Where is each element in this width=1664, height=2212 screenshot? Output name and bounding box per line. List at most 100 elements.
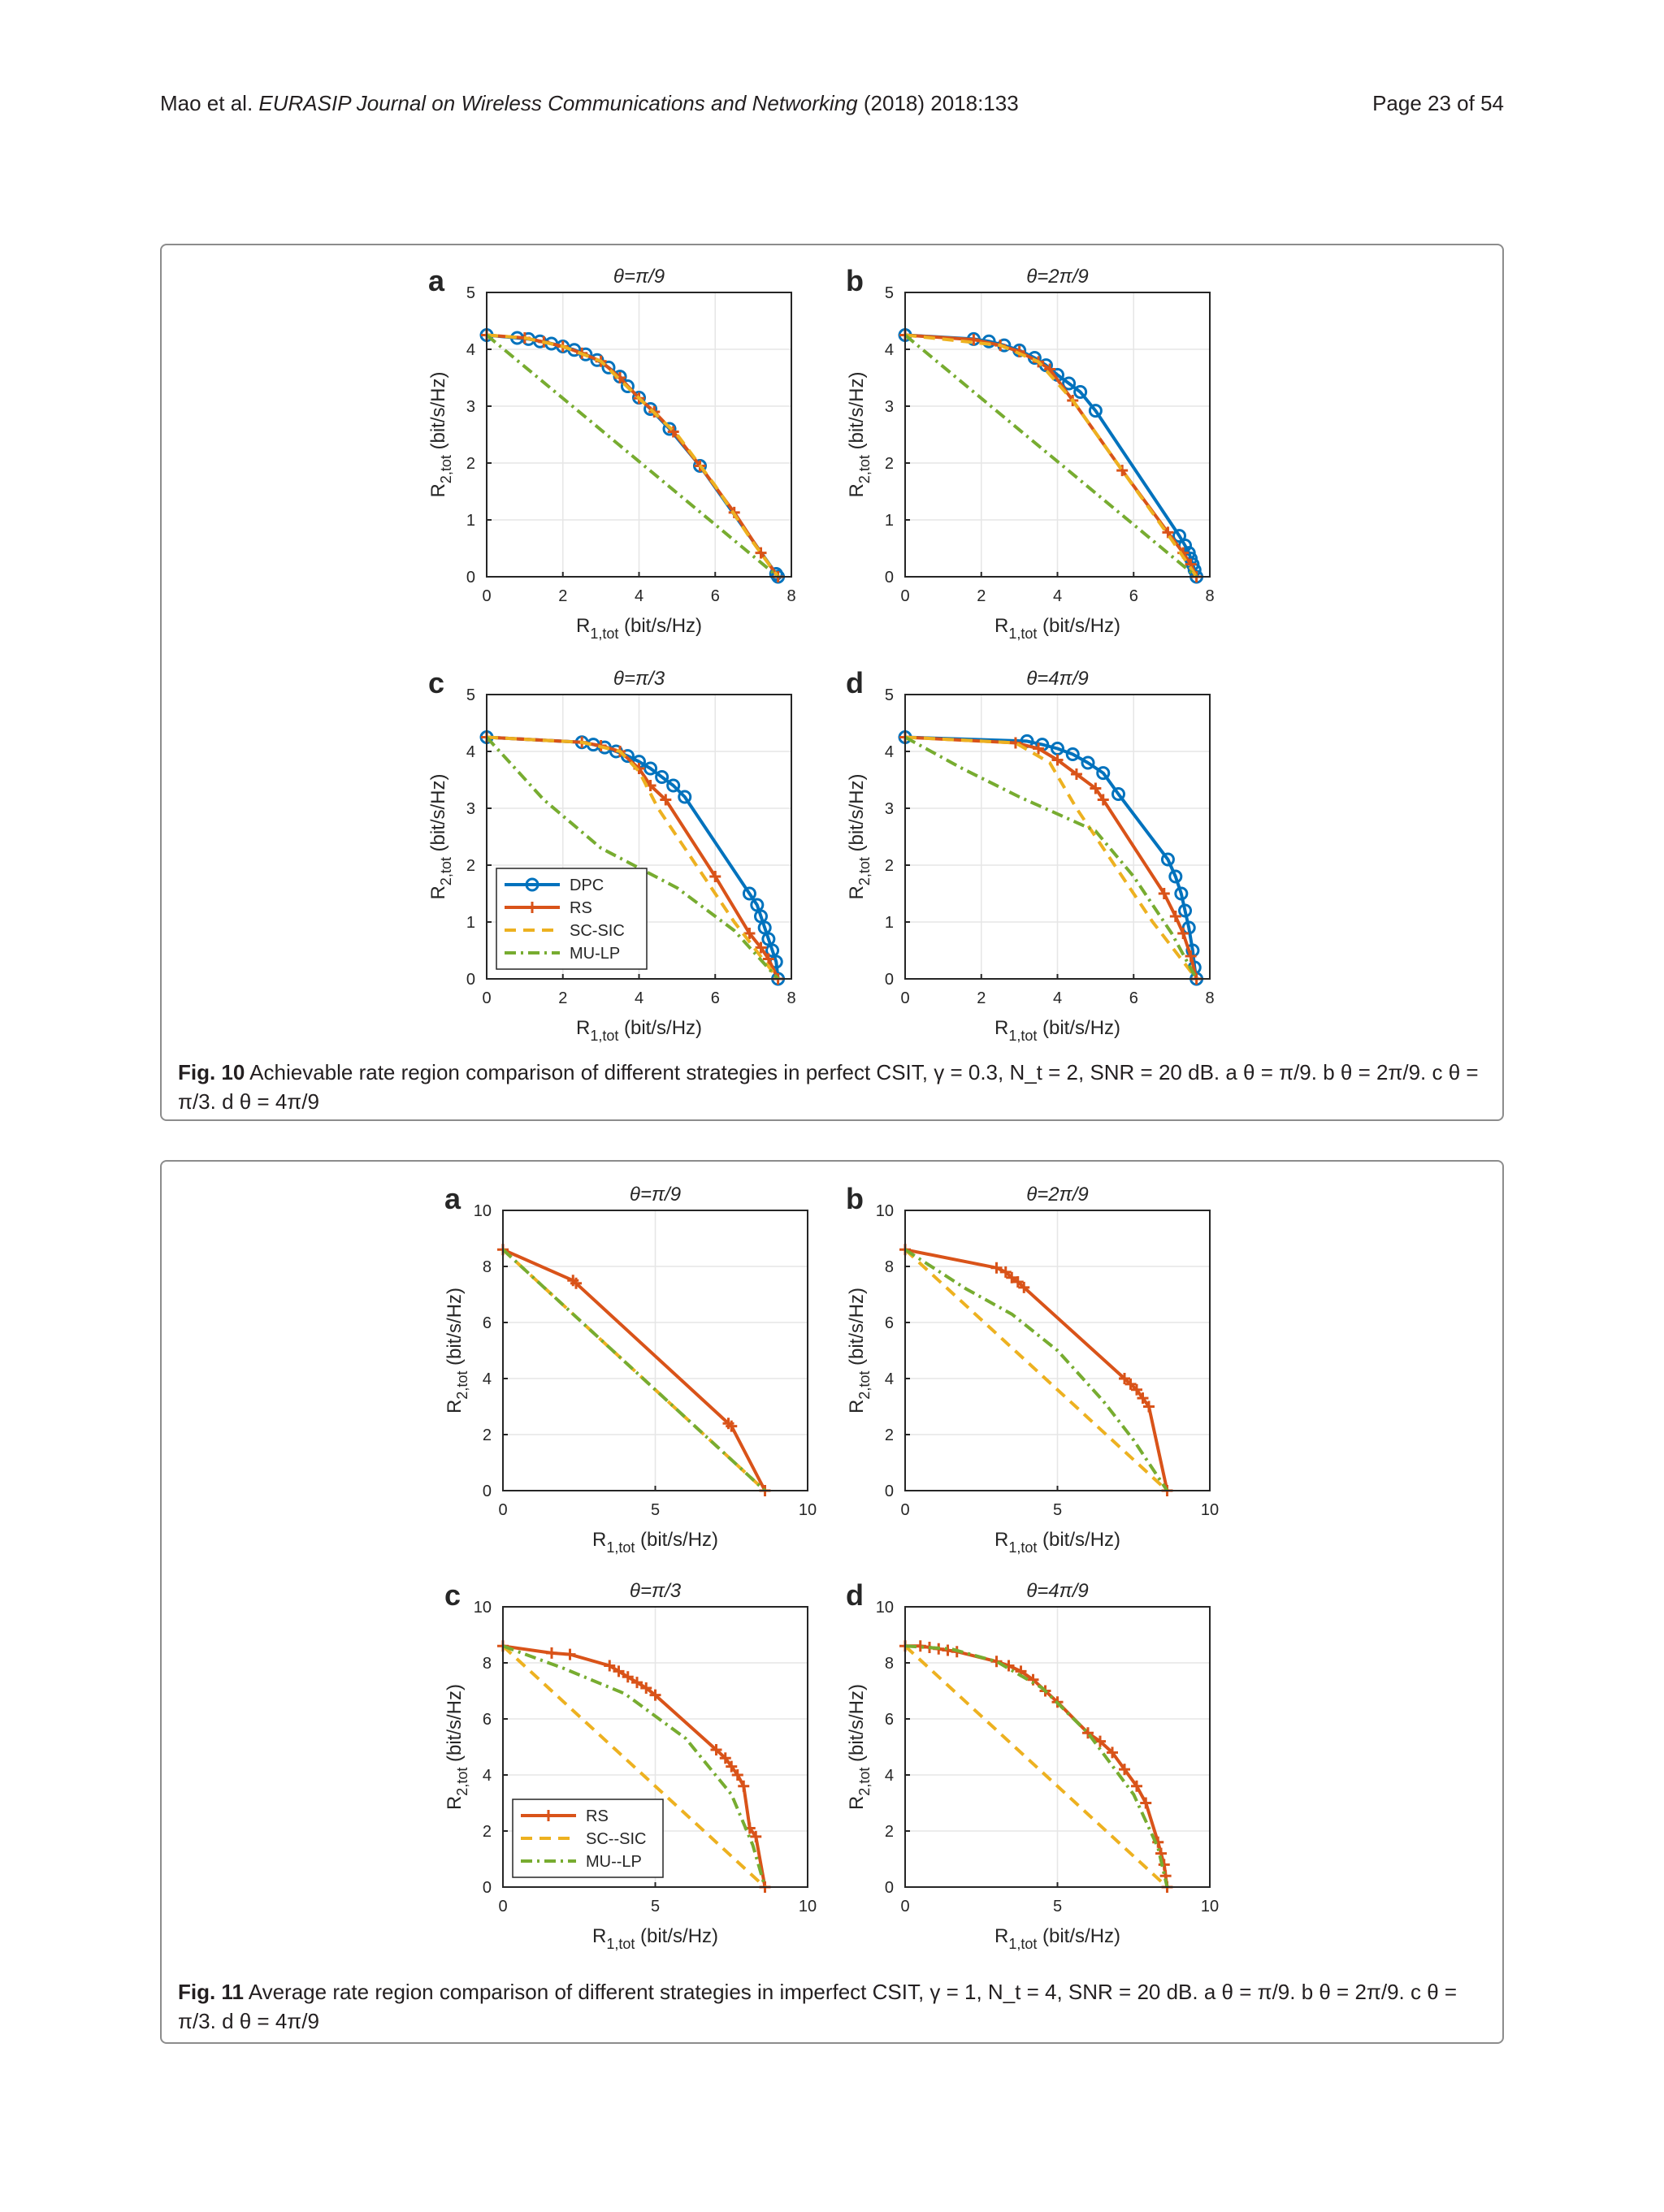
panel-letter: b [846,264,864,297]
chart-panel-fig11-c: 0 5 10 0 2 4 6 8 10 θ=π/3 c R1,tot (bit/s/Hz) R2,tot… [444,1578,817,1952]
series-line-mu-lp [904,333,1198,578]
tick-label-y: 0 [885,569,894,587]
tick-label-x: 0 [482,989,491,1007]
tick-label-x: 8 [786,587,795,605]
chart-legend: RS SC--SIC MU--LP [512,1799,664,1878]
chart-title: θ=4π/9 [1026,668,1088,690]
series-line-mu-lp [904,1644,1169,1888]
legend-entry-label: RS [586,1807,609,1825]
data-point-rs [1009,737,1021,749]
data-point-rs [1107,1747,1118,1759]
figure-10-caption-label: Fig. 10 [178,1060,245,1084]
series-line-mu-lp [485,333,779,578]
data-point-rs [1094,1735,1106,1747]
tick-label-x: 8 [1205,989,1214,1007]
tick-label-x: 5 [651,1898,660,1915]
data-point-rs [755,547,767,559]
data-point-dpc [1062,376,1077,391]
chart-panel-fig11-a: 0 5 10 0 2 4 6 8 10 θ=π/9 a R1,tot (bit/s/Hz) R2,tot… [444,1182,817,1556]
tick-label-y: 8 [885,1655,894,1673]
x-axis-label: R1,tot (bit/s/Hz) [576,1017,702,1044]
tick-label-y: 4 [885,1370,894,1388]
tick-label-y: 8 [483,1655,492,1673]
data-point-rs [1162,526,1174,539]
panel-letter: b [846,1182,864,1215]
figure-11-box: 0 5 10 0 2 4 6 8 10 θ=π/9 a R1,tot (bit/s/Hz) R2,tot… [160,1160,1504,2044]
tick-label-x: 0 [900,587,909,605]
tick-label-x: 10 [799,1501,817,1519]
y-axis-label: R2,tot (bit/s/Hz) [846,371,873,497]
tick-label-y: 8 [483,1258,492,1276]
figure-10-caption-text: Achievable rate region comparison of dif… [178,1060,1479,1114]
chart-panel-fig11-b: 0 5 10 0 2 4 6 8 10 θ=2π/9 b R1,tot (bit/s/Hz) R2,to… [846,1182,1219,1556]
data-point-rs [1097,794,1109,806]
chart-panel-fig11-d: 0 5 10 0 2 4 6 8 10 θ=4π/9 d R1,tot (bit/s/Hz) R2,to… [846,1578,1219,1952]
tick-label-x: 2 [558,587,567,605]
chart-title: θ=π/3 [630,1580,682,1602]
data-point-rs [564,1648,576,1660]
data-point-rs [1119,1764,1130,1776]
figure-11-plots: 0 5 10 0 2 4 6 8 10 θ=π/9 a R1,tot (bit/s/Hz) R2,tot… [444,1182,1219,1952]
tick-label-y: 5 [466,284,475,302]
legend-entry-label: SC--SIC [586,1830,646,1848]
data-point-rs [640,1682,652,1695]
header-page-number: Page 23 of 54 [1372,91,1504,115]
tick-label-y: 0 [885,1483,894,1500]
series-line-sc-sic [904,735,1198,980]
data-point-dpc [742,886,756,901]
legend-box [512,1799,664,1878]
tick-label-x: 4 [635,587,644,605]
y-axis-label: R2,tot (bit/s/Hz) [846,1288,873,1413]
x-axis-label: R1,tot (bit/s/Hz) [994,1017,1120,1044]
figure-10-plots: 0 2 4 6 8 0 1 2 3 4 5 θ=π/9 a R1,tot (bit/s/Hz) R2,tot… [427,264,1215,1044]
data-point-rs [649,1689,661,1701]
data-point-rs [1012,1275,1024,1288]
tick-label-y: 2 [483,1823,492,1841]
tick-label-x: 5 [1053,1898,1062,1915]
data-point-dpc [1172,529,1186,543]
tick-label-x: 0 [900,1501,909,1519]
data-point-rs [1119,1373,1130,1384]
data-point-dpc [1088,404,1103,418]
tick-label-y: 6 [885,1711,894,1729]
header-journal: EURASIP Journal on Wireless Communicatio… [258,91,858,115]
data-point-rs [762,953,774,965]
data-point-rs [570,1277,582,1289]
tick-label-y: 4 [483,1370,492,1388]
data-point-rs [755,942,767,954]
tick-label-x: 2 [977,587,986,605]
data-point-rs [667,426,679,438]
chart-legend: DPC RS SC-SIC MU-LP [496,868,648,970]
tick-label-y: 2 [466,455,475,473]
tick-label-y: 6 [885,1314,894,1332]
y-axis-label: R2,tot (bit/s/Hz) [846,773,873,899]
data-point-rs [660,794,672,806]
data-point-rs [631,1677,643,1689]
data-point-rs [622,1671,634,1683]
series-line-sc-sic [486,735,780,980]
data-point-rs [914,1640,926,1652]
data-point-rs [1116,465,1129,477]
data-point-dpc [655,770,670,784]
legend-entry-label: MU-LP [570,945,620,963]
tick-label-y: 5 [885,686,894,704]
header-year-ref: (2018) 2018:133 [863,91,1019,115]
tick-label-x: 4 [635,989,644,1007]
data-point-rs [968,334,980,346]
legend-marker [543,1810,554,1821]
data-point-rs [726,1420,738,1432]
data-point-dpc [620,749,635,764]
data-point-rs [1131,1383,1142,1396]
header-authors: Mao et al. [160,91,254,115]
figure-10-box: 0 2 4 6 8 0 1 2 3 4 5 θ=π/9 a R1,tot (bit/s/Hz) R2,tot… [160,244,1504,1121]
data-point-rs [1051,754,1064,766]
series-line-sc-sic [486,333,780,578]
chart-title: θ=2π/9 [1026,266,1088,288]
tick-label-y: 0 [885,971,894,989]
data-point-rs [990,1262,1003,1274]
panel-letter: d [846,666,864,699]
series-line-sc-sic [904,1248,1168,1492]
panel-letter: c [444,1578,461,1612]
data-point-rs [604,1660,616,1672]
tick-label-x: 0 [900,1898,909,1915]
